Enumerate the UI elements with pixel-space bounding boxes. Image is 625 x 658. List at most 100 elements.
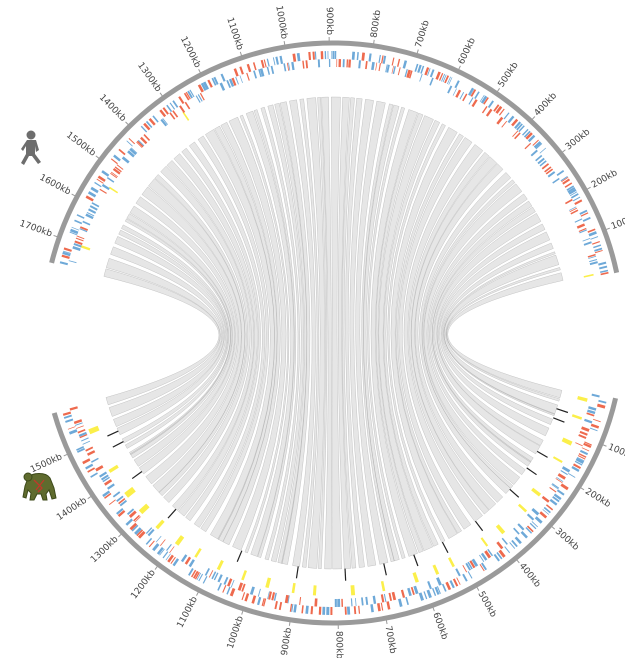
bottom-gene-block — [493, 553, 500, 562]
bottom-gene-block — [192, 570, 199, 579]
bottom-gene-block — [63, 414, 73, 419]
bottom-tick-mark — [288, 621, 291, 626]
top-gene-block — [533, 141, 542, 149]
bottom-gene-block — [147, 528, 155, 537]
top-gene-block — [143, 134, 151, 141]
top-gene-block — [91, 202, 100, 208]
top-gene-block — [470, 89, 477, 97]
bottom-gene-block — [449, 580, 455, 589]
breakpoint-mark — [536, 450, 548, 458]
synteny-ribbon — [205, 129, 275, 540]
bottom-gene-block — [190, 569, 197, 578]
bottom-gene-block — [148, 540, 155, 548]
bottom-gene-block — [62, 411, 72, 416]
bottom-gene-block — [162, 551, 169, 559]
bottom-gene-block — [91, 457, 99, 463]
bottom-tick-label: 100kb — [606, 442, 625, 462]
top-gene-block — [454, 80, 460, 89]
synteny-ribbon — [228, 116, 287, 551]
top-tick-mark — [159, 92, 163, 97]
top-gene-block — [220, 73, 226, 82]
bottom-gene-block — [496, 551, 503, 560]
top-gene-block — [566, 185, 575, 191]
bottom-gene-block — [514, 536, 522, 545]
bottom-tick-mark — [516, 559, 520, 564]
top-gene-block — [587, 228, 596, 233]
bottom-gene-block — [145, 537, 153, 545]
top-gene-block — [112, 167, 121, 175]
top-gene-block — [522, 128, 529, 136]
bottom-tick-mark — [551, 526, 556, 530]
top-gene-block — [159, 109, 167, 118]
bottom-highlight-block — [561, 437, 573, 446]
bottom-tick-mark — [87, 496, 92, 500]
bottom-gene-block — [241, 583, 246, 592]
bottom-gene-block — [549, 486, 557, 493]
bottom-tick-mark — [385, 619, 388, 625]
bottom-gene-block — [167, 554, 174, 563]
top-gene-block — [493, 104, 500, 112]
bottom-gene-block — [513, 527, 520, 535]
top-tick-label: 200kb — [590, 168, 620, 191]
breakpoint-mark — [167, 508, 177, 519]
bottom-tick-label: 400kb — [517, 561, 543, 589]
top-gene-block — [87, 191, 97, 198]
top-gene-block — [129, 147, 137, 156]
bottom-tick-mark — [63, 453, 68, 457]
bottom-highlight-block — [88, 425, 100, 435]
bottom-gene-block — [194, 571, 200, 580]
top-tick-mark — [283, 40, 286, 46]
top-tick-mark — [458, 65, 461, 70]
bottom-tick-label: 1400kb — [55, 496, 89, 523]
bottom-gene-block — [539, 511, 548, 519]
bottom-gene-block — [102, 490, 111, 498]
synteny-ribbon — [446, 272, 564, 399]
bottom-gene-block — [543, 506, 551, 514]
top-gene-block — [259, 68, 265, 77]
bottom-gene-block — [391, 591, 397, 601]
bottom-gene-block — [560, 483, 569, 491]
breakpoint-mark — [556, 408, 569, 414]
top-tick-mark — [586, 186, 591, 190]
bottom-tick-mark — [118, 533, 122, 538]
bottom-tick-label: 600kb — [430, 611, 449, 641]
synteny-ribbon — [345, 97, 365, 568]
top-gene-block — [85, 195, 94, 202]
top-gene-block — [213, 76, 219, 85]
bottom-gene-block — [102, 476, 110, 483]
bottom-gene-block — [119, 499, 128, 507]
bottom-gene-block — [552, 496, 560, 503]
top-gene-block — [556, 169, 565, 177]
synteny-ribbon — [121, 224, 230, 449]
bottom-gene-block — [531, 521, 538, 528]
top-gene-block — [501, 120, 508, 128]
top-gene-block — [207, 79, 213, 88]
top-gene-block — [594, 247, 603, 252]
top-gene-block — [143, 122, 151, 131]
bottom-gene-block — [426, 589, 432, 599]
top-gene-block — [76, 214, 85, 219]
bottom-gene-block — [400, 589, 406, 598]
top-gene-block — [471, 99, 478, 108]
breakpoint-mark — [295, 566, 299, 579]
top-highlight-block — [182, 111, 190, 121]
bottom-gene-block — [467, 571, 473, 579]
bottom-highlight-block — [194, 547, 202, 558]
synteny-ribbon — [355, 100, 389, 565]
top-gene-block — [435, 71, 441, 80]
top-gene-block — [199, 92, 205, 101]
bottom-gene-block — [108, 499, 116, 505]
gorilla-icon — [22, 472, 57, 501]
bottom-gene-block — [587, 409, 596, 415]
breakpoint-mark — [509, 488, 520, 498]
synteny-ribbon — [390, 127, 458, 539]
synteny-ribbon — [124, 218, 232, 455]
bottom-highlight-block — [138, 503, 150, 515]
top-gene-block — [136, 140, 144, 148]
bottom-gene-block — [410, 586, 415, 596]
top-tick-label: 400kb — [533, 91, 560, 119]
bottom-gene-block — [202, 575, 208, 584]
top-gene-block — [402, 60, 408, 69]
bottom-gene-block — [525, 527, 533, 534]
bottom-gene-block — [541, 495, 550, 503]
